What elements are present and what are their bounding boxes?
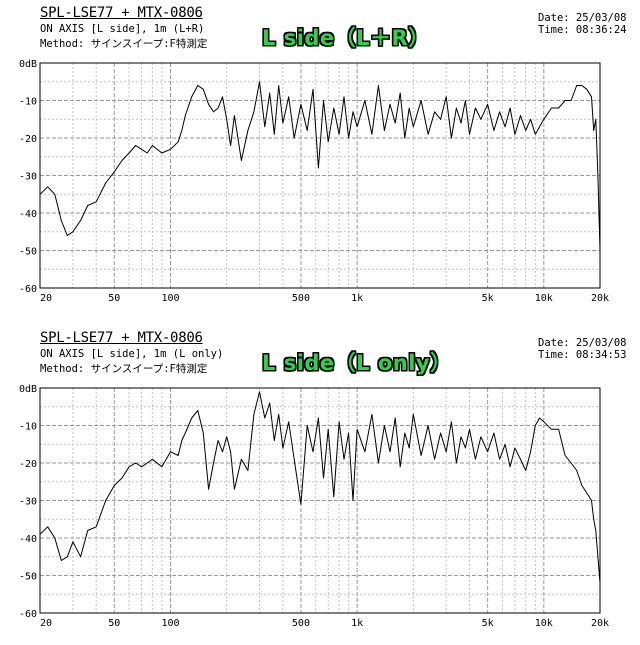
x-tick-label: 20	[40, 293, 52, 304]
y-tick-label: 0dB	[19, 59, 37, 70]
chart-title: SPL-LSE77 + MTX-0806	[40, 5, 203, 21]
chart-date: Date: 25/03/08	[538, 12, 627, 24]
x-tick-label: 500	[292, 618, 310, 629]
x-tick-label: 20k	[591, 618, 609, 629]
plot-frame	[39, 387, 601, 614]
chart-method-line: Method: サインスイープ:F特測定	[40, 363, 208, 375]
response-series-line	[39, 391, 601, 584]
chart-badge: L side（L only）	[262, 351, 452, 375]
chart-time: Time: 08:34:53	[538, 349, 627, 361]
y-tick-label: -10	[19, 422, 37, 433]
x-tick-label: 50	[108, 293, 120, 304]
chart-time: Time: 08:36:24	[538, 24, 627, 36]
x-tick-label: 50	[108, 618, 120, 629]
x-tick-label: 100	[161, 293, 179, 304]
response-series-line	[39, 81, 601, 251]
x-tick-label: 1k	[351, 293, 363, 304]
chart-title: SPL-LSE77 + MTX-0806	[40, 330, 203, 346]
x-tick-label: 5k	[482, 293, 494, 304]
y-tick-label: -40	[19, 534, 37, 545]
chart-condition-line: ON AXIS [L side], 1m (L+R)	[40, 23, 205, 35]
x-tick-label: 1k	[351, 618, 363, 629]
y-tick-label: -10	[19, 97, 37, 108]
chart-method-line: Method: サインスイープ:F特測定	[40, 38, 208, 50]
y-tick-label: -40	[19, 209, 37, 220]
x-tick-label: 20k	[591, 293, 609, 304]
plot-frame	[39, 62, 601, 289]
y-tick-label: -20	[19, 459, 37, 470]
y-tick-label: 0dB	[19, 384, 37, 395]
x-tick-label: 20	[40, 618, 52, 629]
y-tick-label: -20	[19, 134, 37, 145]
y-tick-label: -60	[19, 284, 37, 295]
x-tick-label: 500	[292, 293, 310, 304]
y-tick-label: -30	[19, 172, 37, 183]
x-tick-label: 10k	[535, 293, 553, 304]
y-tick-label: -30	[19, 497, 37, 508]
y-tick-label: -60	[19, 609, 37, 620]
x-tick-label: 100	[161, 618, 179, 629]
x-tick-label: 10k	[535, 618, 553, 629]
chart-panel-top: SPL-LSE77 + MTX-0806 ON AXIS [L side], 1…	[0, 0, 640, 320]
y-tick-label: -50	[19, 247, 37, 258]
chart-condition-line: ON AXIS [L side], 1m (L only)	[40, 348, 224, 360]
chart-panel-bottom: SPL-LSE77 + MTX-0806 ON AXIS [L side], 1…	[0, 325, 640, 645]
x-tick-label: 5k	[482, 618, 494, 629]
chart-badge: L side（L＋R）	[262, 26, 430, 50]
y-tick-label: -50	[19, 572, 37, 583]
chart-date: Date: 25/03/08	[538, 337, 627, 349]
